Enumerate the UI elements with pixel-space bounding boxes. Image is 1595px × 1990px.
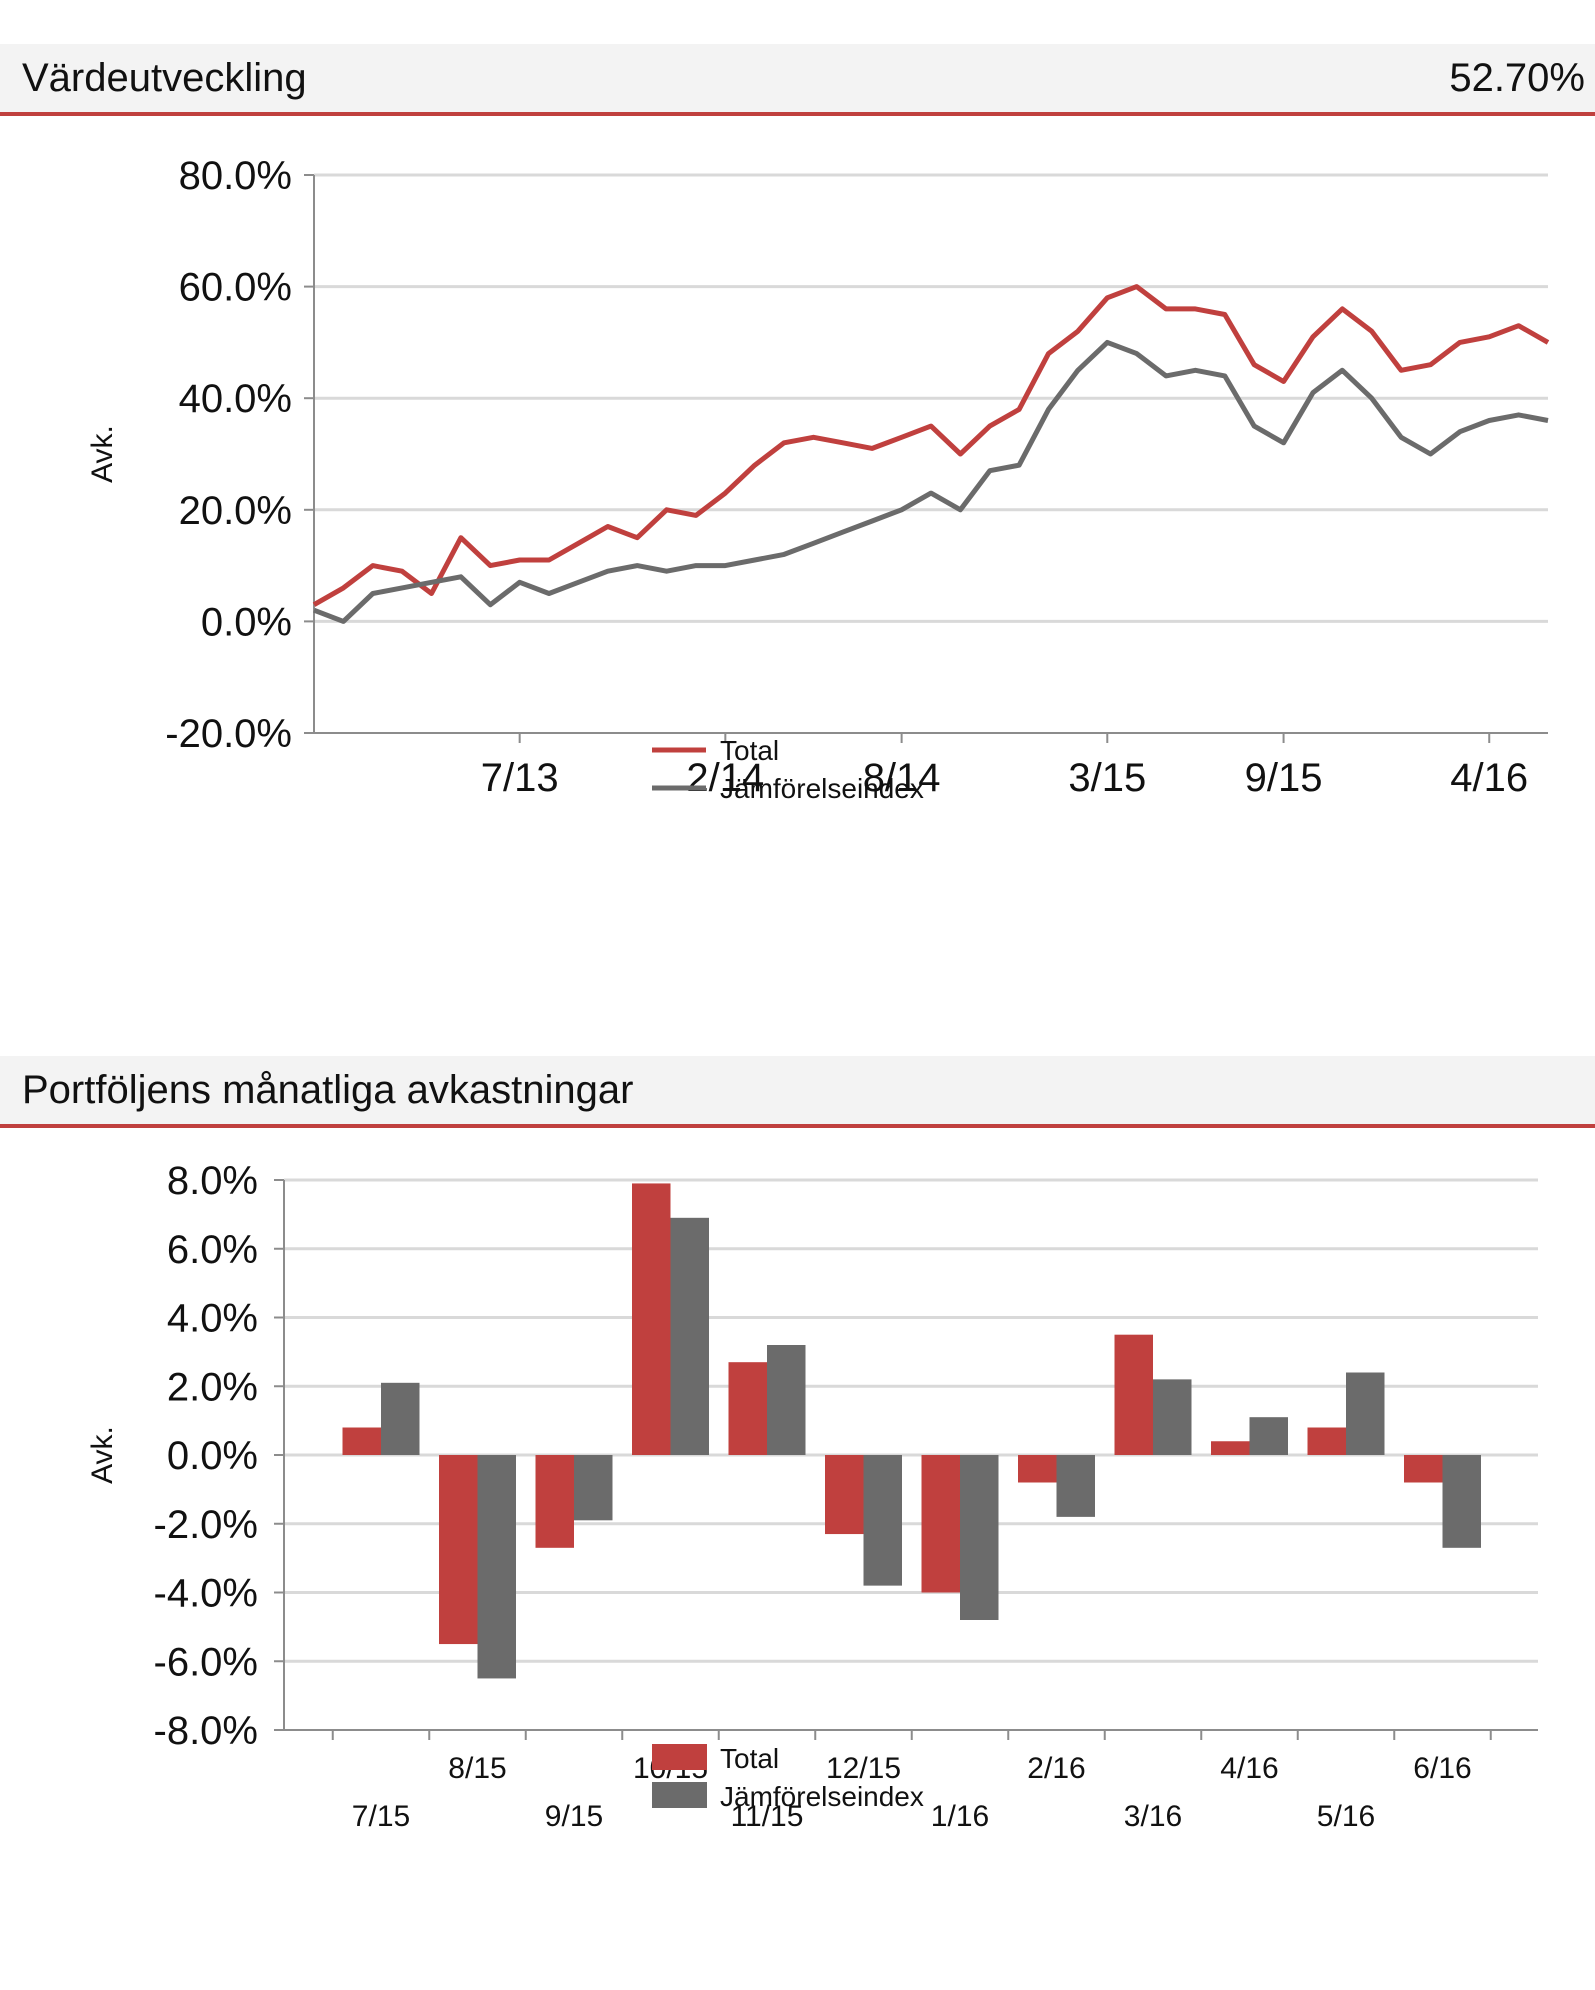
bar-total [632,1183,671,1455]
y-tick-label: 0.0% [201,600,292,644]
x-tick-label: 5/16 [1317,1800,1375,1833]
bar-index [1346,1372,1385,1455]
section-header-monthly: Portföljens månatliga avkastningar [0,1056,1595,1128]
bar-total [1307,1427,1346,1455]
bar-index [670,1217,709,1455]
x-tick-label: 8/14 [863,756,941,800]
legend-label: Total [720,735,779,766]
bar-total [1018,1455,1057,1483]
y-tick-label: 0.0% [167,1434,258,1478]
y-tick-label: 6.0% [167,1228,258,1272]
y-tick-label: 8.0% [167,1159,258,1203]
y-tick-label: 60.0% [179,266,292,310]
bar-index [960,1455,999,1620]
legend-label: Jämförelseindex [720,1781,924,1812]
bar-chart-axes: 8.0% 6.0% 4.0% 2.0% 0.0% -2.0% -4.0% -6.0% -8.0%… [86,1159,1538,1833]
x-tick-label: 4/16 [1220,1752,1278,1785]
bar-total [342,1427,381,1455]
bar-index [381,1382,420,1455]
series-line-total [312,284,1550,607]
bar-chart-legend: Total Jämförelseindex [652,1743,924,1812]
bar-index [863,1455,902,1586]
x-tick-label: 9/15 [545,1800,603,1833]
bar-index [574,1455,613,1521]
x-tick-label: 6/16 [1413,1752,1471,1785]
y-tick-label: -8.0% [154,1709,259,1753]
legend-swatch [652,1744,707,1770]
y-axis-label: Avk. [86,425,119,483]
performance-total-value: 52.70% [1449,56,1585,100]
x-tick-label: 9/15 [1245,756,1323,800]
bar-total [439,1455,478,1645]
section-header-performance: Värdeutveckling 52.70% [0,44,1595,116]
y-tick-label: 40.0% [179,377,292,421]
bar-total [921,1455,960,1593]
y-tick-label: -2.0% [154,1503,259,1547]
bar-index [1153,1379,1192,1455]
series-line-index [313,339,1549,624]
y-tick-label: -6.0% [154,1640,259,1684]
x-tick-label: 11/15 [731,1800,804,1833]
y-tick-label: -20.0% [165,712,292,756]
x-tick-label: 7/15 [352,1800,410,1833]
line-chart: 80.0% 60.0% 40.0% 20.0% 0.0% -20.0% 7/13 2/14 8/… [86,154,1550,804]
bar-total [728,1362,767,1455]
y-tick-label: 4.0% [167,1297,258,1341]
y-tick-label: 2.0% [167,1365,258,1409]
legend-label: Jämförelseindex [720,773,924,804]
bar-total [825,1455,864,1535]
bar-chart-bars [342,1183,1481,1679]
x-tick-label: 3/15 [1068,756,1146,800]
bar-total [1404,1455,1443,1483]
y-tick-label: -4.0% [154,1572,259,1616]
section-title-monthly: Portföljens månatliga avkastningar [22,1068,634,1112]
x-tick-label: 7/13 [481,756,559,800]
bar-index [1249,1417,1288,1455]
bar-total [1114,1334,1153,1455]
x-tick-label: 12/15 [826,1752,901,1785]
line-chart-grid [314,173,1548,623]
y-axis-label: Avk. [86,1426,119,1484]
legend-label: Total [720,1743,779,1774]
x-tick-label: 1/16 [931,1800,989,1833]
x-tick-label: 3/16 [1124,1800,1182,1833]
x-tick-label: 2/14 [686,756,764,800]
section-title-performance: Värdeutveckling [22,56,307,100]
bar-index [1056,1455,1095,1517]
bar-index [767,1345,806,1455]
bar-index [1442,1455,1481,1548]
bar-index [477,1455,516,1679]
y-tick-label: 20.0% [179,489,292,533]
legend-swatch [652,1782,707,1808]
bar-total [535,1455,574,1548]
line-chart-axes: 80.0% 60.0% 40.0% 20.0% 0.0% -20.0% 7/13 2/14 8/… [86,154,1548,800]
x-tick-label: 8/15 [448,1752,506,1785]
y-tick-label: 80.0% [179,154,292,198]
bar-total [1211,1441,1250,1455]
line-chart-series [312,284,1550,624]
bar-chart: 8.0% 6.0% 4.0% 2.0% 0.0% -2.0% -4.0% -6.0% -8.0%… [86,1159,1538,1833]
line-chart-legend: Total Jämförelseindex [652,735,924,804]
x-tick-label: 4/16 [1450,756,1528,800]
x-tick-label: 2/16 [1027,1752,1085,1785]
